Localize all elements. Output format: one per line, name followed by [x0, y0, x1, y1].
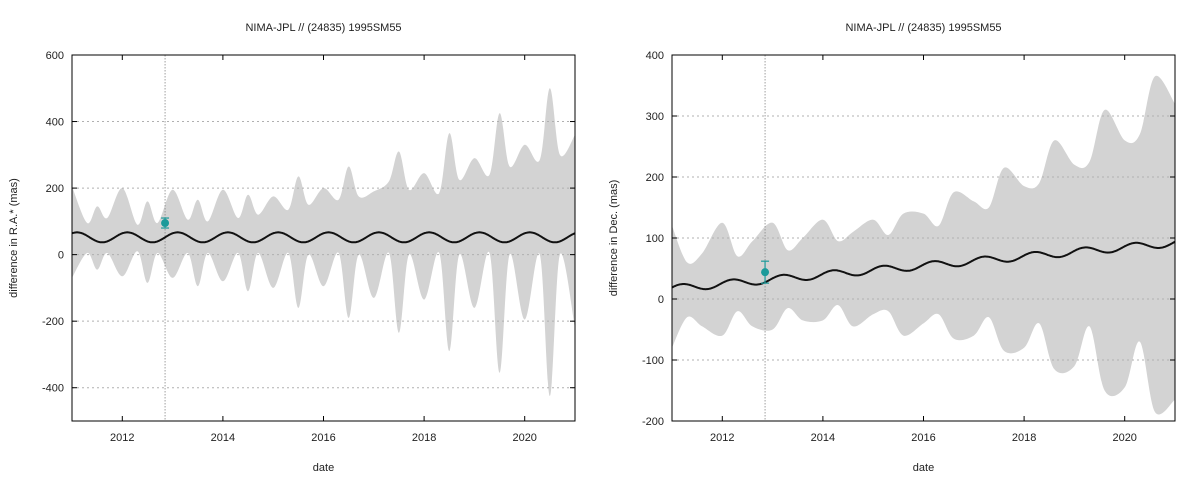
chart-title: NIMA-JPL // (24835) 1995SM55 — [245, 22, 401, 34]
chart-panel-2: 2012 2014 2016 2018 2020 -200 -100 0 100 200 300 40… — [608, 22, 1176, 474]
x-tick-label: 2012 — [110, 432, 134, 444]
y-tick-label: 100 — [646, 233, 664, 245]
x-tick-label: 2012 — [710, 432, 734, 444]
model-curve — [72, 231, 575, 244]
model-curve — [672, 240, 1175, 291]
y-tick-label: 300 — [646, 111, 664, 123]
y-tick-label: -100 — [642, 355, 664, 367]
y-tick-label: 600 — [46, 50, 64, 62]
x-tick-label: 2014 — [811, 432, 835, 444]
y-tick-label: 400 — [646, 50, 664, 62]
x-axis-label: date — [913, 462, 934, 474]
data-point-marker — [161, 219, 170, 228]
y-tick-label: -400 — [42, 383, 64, 395]
y-axis-label: difference in Dec. (mas) — [608, 180, 620, 297]
x-tick-label: 2020 — [1112, 432, 1136, 444]
observation-point — [761, 260, 770, 284]
chart-title: NIMA-JPL // (24835) 1995SM55 — [845, 22, 1001, 34]
x-tick-label: 2016 — [911, 432, 935, 444]
x-axis-label: date — [313, 462, 334, 474]
uncertainty-band — [672, 75, 1175, 415]
y-axis-label: difference in R.A.* (mas) — [8, 178, 20, 298]
x-tick-label: 2016 — [311, 432, 335, 444]
y-tick-label: 200 — [46, 183, 64, 195]
x-tick-label: 2014 — [211, 432, 235, 444]
y-tick-label: 400 — [46, 117, 64, 129]
x-tick-label: 2020 — [512, 432, 536, 444]
y-tick-label: -200 — [42, 316, 64, 328]
uncertainty-band — [72, 88, 575, 397]
y-tick-label: 0 — [58, 250, 64, 262]
y-tick-label: -200 — [642, 416, 664, 428]
x-tick-label: 2018 — [1012, 432, 1036, 444]
chart-panel-1: 2012 2014 2016 2018 2020 -400 -200 0 200 400 600 NI… — [8, 22, 576, 474]
data-point-marker — [761, 268, 770, 277]
y-tick-label: 200 — [646, 172, 664, 184]
observation-point — [161, 217, 170, 229]
y-tick-label: 0 — [658, 294, 664, 306]
x-tick-label: 2018 — [412, 432, 436, 444]
